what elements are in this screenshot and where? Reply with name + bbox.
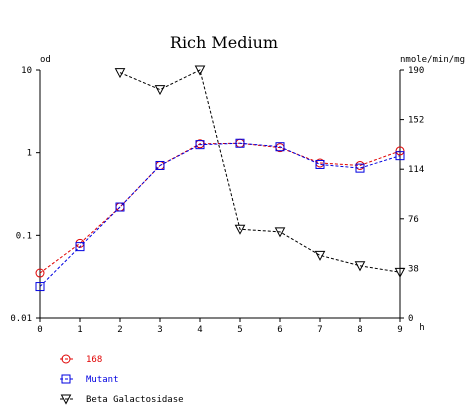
x-tick-label: 2 — [117, 325, 122, 335]
chart-title: Rich Medium — [170, 33, 278, 52]
legend-marker — [61, 354, 71, 364]
x-tick-label: 9 — [397, 325, 402, 335]
y-right-tick-label: 76 — [408, 215, 419, 225]
x-tick-label: 6 — [277, 325, 282, 335]
data-point — [154, 85, 166, 96]
data-point — [234, 224, 246, 235]
y-left-tick-label: 0.1 — [16, 231, 32, 241]
data-point — [274, 227, 286, 238]
series — [35, 138, 405, 292]
data-point — [75, 242, 85, 252]
y-left-tick-label: 10 — [21, 66, 32, 76]
y-axis-left-title: od — [40, 55, 51, 65]
legend: 168 Mutant Beta Galactosidase — [60, 354, 184, 405]
data-point — [395, 151, 405, 161]
data-point — [235, 138, 245, 148]
x-tick-label: 5 — [237, 325, 242, 335]
data-point — [155, 160, 165, 170]
data-point — [114, 68, 126, 79]
y-axis-right-title: nmole/min/mg — [400, 55, 465, 65]
data-point — [315, 159, 325, 169]
data-point — [115, 202, 125, 212]
data-point — [354, 261, 366, 272]
data-point — [275, 142, 285, 152]
series — [114, 65, 406, 278]
y-right-tick-label: 152 — [408, 116, 424, 126]
series-line — [119, 69, 401, 273]
legend-label: Beta Galactosidase — [86, 395, 184, 405]
y-right-tick-label: 190 — [408, 66, 424, 76]
data-point — [314, 250, 326, 261]
series-layer — [35, 65, 406, 292]
x-tick-label: 8 — [357, 325, 362, 335]
data-point — [194, 65, 206, 76]
data-point — [395, 146, 405, 156]
legend-label: 168 — [86, 355, 102, 365]
data-point — [394, 267, 406, 278]
data-point — [35, 282, 45, 292]
y-right-tick-label: 0 — [408, 314, 413, 324]
x-tick-label: 1 — [77, 325, 82, 335]
x-tick-label: 3 — [157, 325, 162, 335]
legend-label: Mutant — [86, 375, 119, 385]
y-left-tick-label: 1 — [27, 149, 32, 159]
legend-marker — [61, 374, 71, 384]
y-left-tick-label: 0.01 — [10, 314, 32, 324]
legend-item: 168 — [60, 354, 102, 365]
series-line — [39, 142, 401, 274]
x-axis-title: h — [419, 323, 424, 333]
y-right-tick-label: 114 — [408, 165, 424, 175]
x-tick-label: 0 — [37, 325, 42, 335]
x-tick-label: 4 — [197, 325, 202, 335]
series-line — [39, 142, 401, 287]
data-point — [355, 163, 365, 173]
data-point — [35, 268, 45, 278]
legend-item: Beta Galactosidase — [60, 394, 184, 405]
series — [35, 138, 405, 278]
data-point — [195, 140, 205, 150]
legend-marker — [60, 394, 72, 405]
ticks-layer: 0 1 2 3 4 5 6 7 8 9 10 1 0.1 0.01 190 152 114 76 38 0 — [10, 66, 424, 335]
x-tick-label: 7 — [317, 325, 322, 335]
y-right-tick-label: 38 — [408, 264, 419, 274]
legend-item: Mutant — [60, 374, 119, 385]
